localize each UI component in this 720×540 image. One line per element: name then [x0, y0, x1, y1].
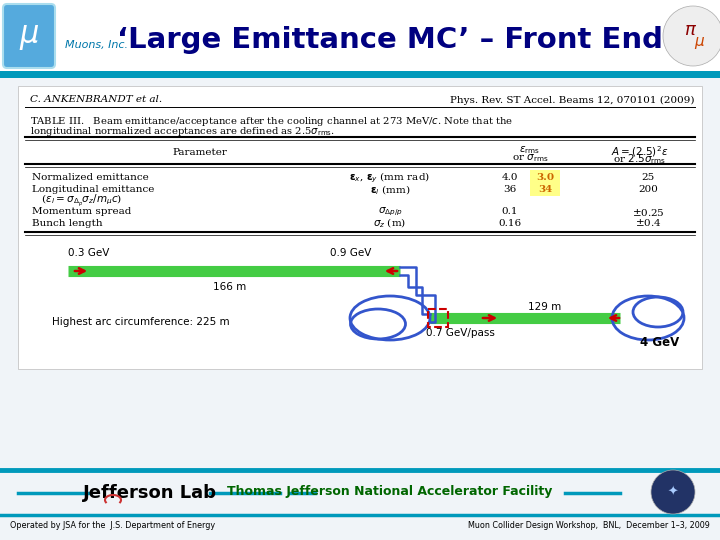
Text: Normalized emittance: Normalized emittance: [32, 173, 149, 183]
Text: 0.1: 0.1: [502, 207, 518, 217]
Text: 129 m: 129 m: [528, 302, 562, 312]
Text: 200: 200: [638, 186, 658, 194]
Text: C. ANKENBRANDT et al.: C. ANKENBRANDT et al.: [30, 96, 162, 105]
FancyBboxPatch shape: [530, 182, 560, 196]
Text: 34: 34: [538, 186, 552, 194]
Bar: [18, 86, 702, 369]
Text: TABLE III.   Beam emittance/acceptance after the cooling channel at 273 MeV/$c$.: TABLE III. Beam emittance/acceptance aft…: [30, 115, 513, 128]
Text: $\boldsymbol{\varepsilon}_x$, $\boldsymbol{\varepsilon}_y$ (mm rad): $\boldsymbol{\varepsilon}_x$, $\boldsymb…: [349, 171, 431, 185]
Text: Operated by JSA for the  J.S. Department of Energy: Operated by JSA for the J.S. Department …: [10, 521, 215, 530]
Bar: [0, 0, 720, 78]
Text: $\pm$0.4: $\pm$0.4: [634, 218, 662, 228]
Text: or $\sigma_\mathrm{rms}$: or $\sigma_\mathrm{rms}$: [512, 152, 548, 164]
Bar: [0, 71, 720, 78]
Text: 0.16: 0.16: [498, 219, 521, 227]
Text: Parameter: Parameter: [173, 148, 228, 157]
Bar: [0, 465, 720, 540]
Text: 0.3 GeV: 0.3 GeV: [68, 248, 109, 258]
Text: 4.0: 4.0: [502, 173, 518, 183]
Text: or $2.5\sigma_\mathrm{rms}$: or $2.5\sigma_\mathrm{rms}$: [613, 152, 667, 166]
Text: Phys. Rev. ST Accel. Beams 12, 070101 (2009): Phys. Rev. ST Accel. Beams 12, 070101 (2…: [451, 96, 695, 105]
Text: 25: 25: [642, 173, 654, 183]
Circle shape: [651, 470, 695, 514]
Text: 36: 36: [503, 186, 517, 194]
Circle shape: [663, 6, 720, 66]
Text: ($\varepsilon_l = \sigma_{\Delta_p}\sigma_z/m_\mu c$): ($\varepsilon_l = \sigma_{\Delta_p}\sigm…: [32, 193, 122, 209]
Text: ✦: ✦: [667, 485, 678, 498]
Text: $\mu$: $\mu$: [19, 24, 39, 52]
Text: longitudinal normalized acceptances are defined as 2.5$\sigma_\mathrm{rms}$.: longitudinal normalized acceptances are …: [30, 125, 335, 138]
Text: 0.7 GeV/pass: 0.7 GeV/pass: [426, 328, 495, 338]
FancyBboxPatch shape: [530, 170, 560, 184]
Text: $\sigma_{\Delta p/p}$: $\sigma_{\Delta p/p}$: [377, 206, 402, 218]
Text: $A = (2.5)^2\varepsilon$: $A = (2.5)^2\varepsilon$: [611, 144, 669, 159]
Text: Highest arc circumference: 225 m: Highest arc circumference: 225 m: [52, 317, 230, 327]
Text: $\sigma_z$ (m): $\sigma_z$ (m): [374, 216, 407, 230]
Text: $\pi$: $\pi$: [685, 21, 698, 39]
Bar: [428, 309, 448, 327]
Text: Momentum spread: Momentum spread: [32, 207, 131, 217]
Text: $\mu$: $\mu$: [694, 35, 706, 51]
Text: Muon Collider Design Workshop,  BNL,  December 1–3, 2009: Muon Collider Design Workshop, BNL, Dece…: [468, 521, 710, 530]
Text: Bunch length: Bunch length: [32, 219, 103, 227]
FancyBboxPatch shape: [3, 4, 55, 68]
Text: $\pm$0.25: $\pm$0.25: [631, 206, 665, 218]
Text: 166 m: 166 m: [213, 282, 247, 292]
Bar: [0, 78, 720, 465]
Text: $\varepsilon_\mathrm{rms}$: $\varepsilon_\mathrm{rms}$: [519, 144, 541, 156]
Text: Muons, Inc.: Muons, Inc.: [65, 40, 128, 50]
Text: Thomas Jefferson National Accelerator Facility: Thomas Jefferson National Accelerator Fa…: [228, 485, 553, 498]
Text: Jefferson Lab: Jefferson Lab: [83, 484, 217, 502]
Text: $\boldsymbol{\varepsilon}_l$ (mm): $\boldsymbol{\varepsilon}_l$ (mm): [369, 183, 410, 197]
Text: 3.0: 3.0: [536, 173, 554, 183]
Text: Longitudinal emittance: Longitudinal emittance: [32, 186, 154, 194]
Text: ‘Large Emittance MC’ – Front End: ‘Large Emittance MC’ – Front End: [117, 26, 663, 54]
Text: 0.9 GeV: 0.9 GeV: [330, 248, 372, 258]
Text: 4 GeV: 4 GeV: [640, 335, 680, 348]
